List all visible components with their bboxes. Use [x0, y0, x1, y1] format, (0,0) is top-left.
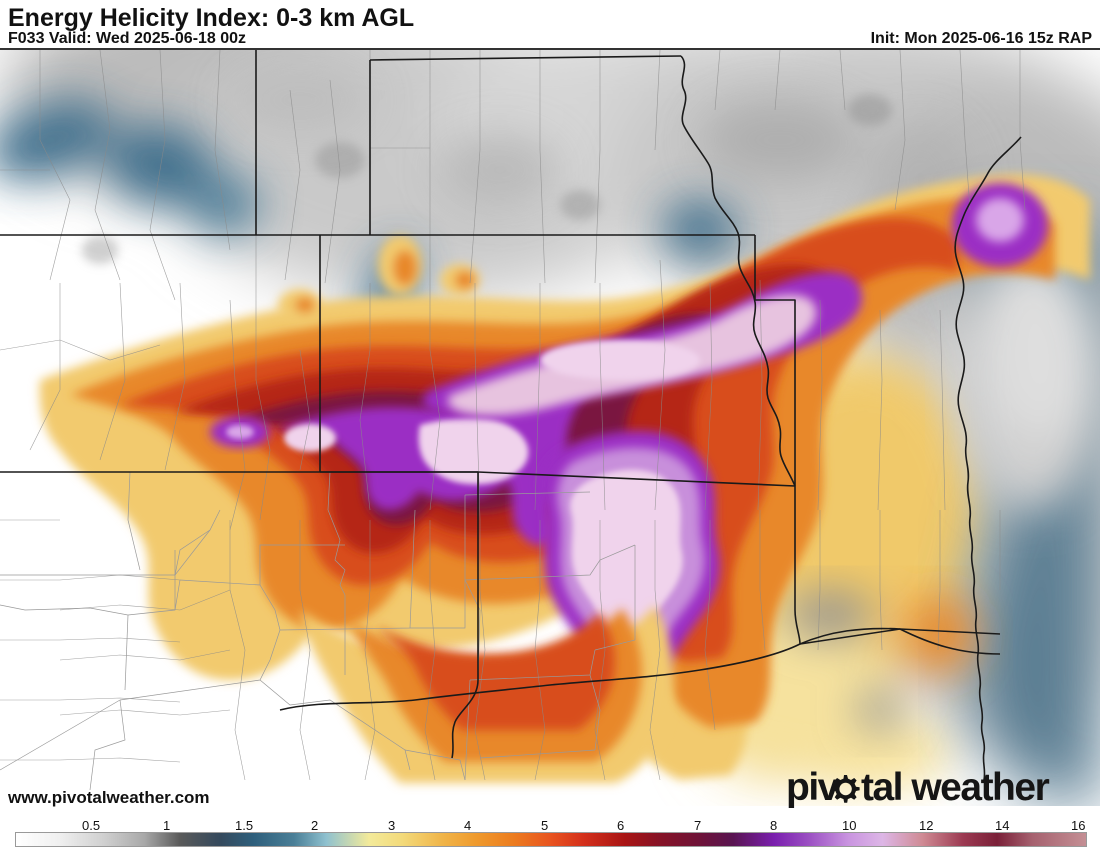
svg-text:tal weather: tal weather	[861, 766, 1050, 809]
svg-text:piv: piv	[786, 766, 840, 809]
